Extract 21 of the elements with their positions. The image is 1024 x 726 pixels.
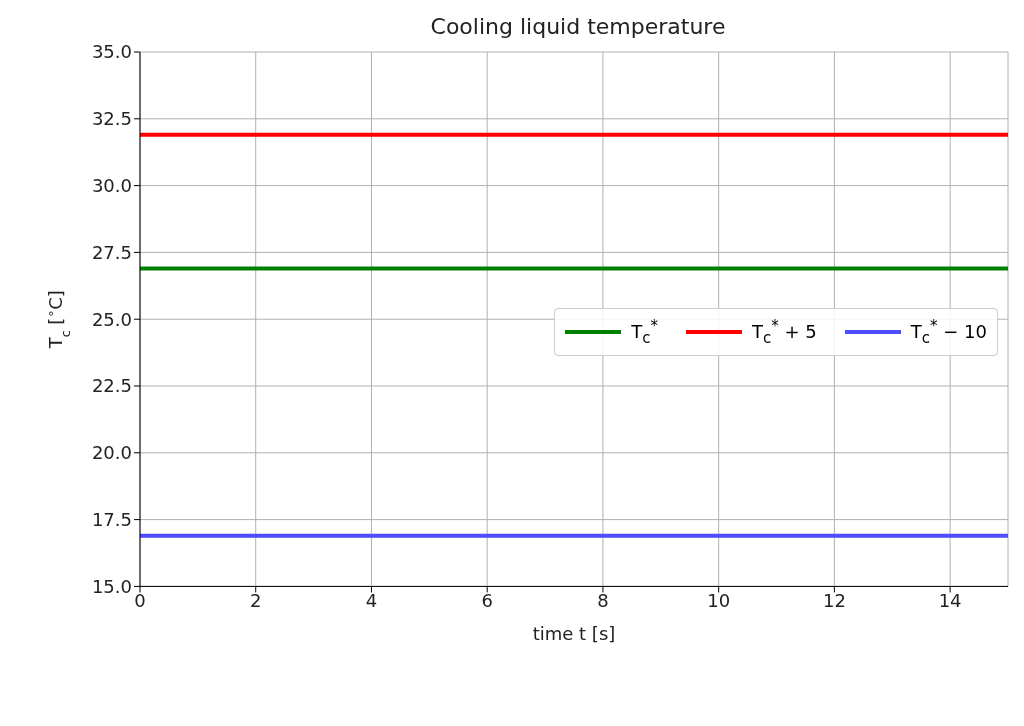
- x-axis-title: time t [s]: [532, 623, 616, 645]
- x-tick-label: 8: [597, 590, 609, 612]
- legend-label: T$_{c}$$^{*}$ + 5: [752, 317, 817, 347]
- x-tick-label: 10: [707, 590, 731, 612]
- y-tick-label: 15.0: [91, 575, 132, 597]
- y-tick-label: 25.0: [91, 308, 132, 330]
- x-tick-label: 0: [134, 590, 146, 612]
- x-tick-label: 14: [938, 590, 962, 612]
- x-tick-label: 6: [481, 590, 493, 612]
- y-tick-label: 27.5: [91, 241, 132, 263]
- y-tick-label: 35.0: [91, 41, 132, 63]
- x-tick-label: 12: [822, 590, 846, 612]
- y-tick-label: 17.5: [91, 509, 132, 530]
- chart-title: Cooling liquid temperature: [429, 14, 727, 39]
- y-tick-label: 20.0: [91, 442, 132, 464]
- x-tick-label: 4: [365, 590, 378, 612]
- legend-label: T$_{c}$$^{*}$ − 10: [910, 317, 987, 347]
- y-tick-label: 32.5: [91, 108, 132, 130]
- y-tick-label: 22.5: [91, 375, 132, 397]
- x-tick-label: 2: [250, 590, 262, 612]
- y-tick-label: 30.0: [91, 174, 132, 196]
